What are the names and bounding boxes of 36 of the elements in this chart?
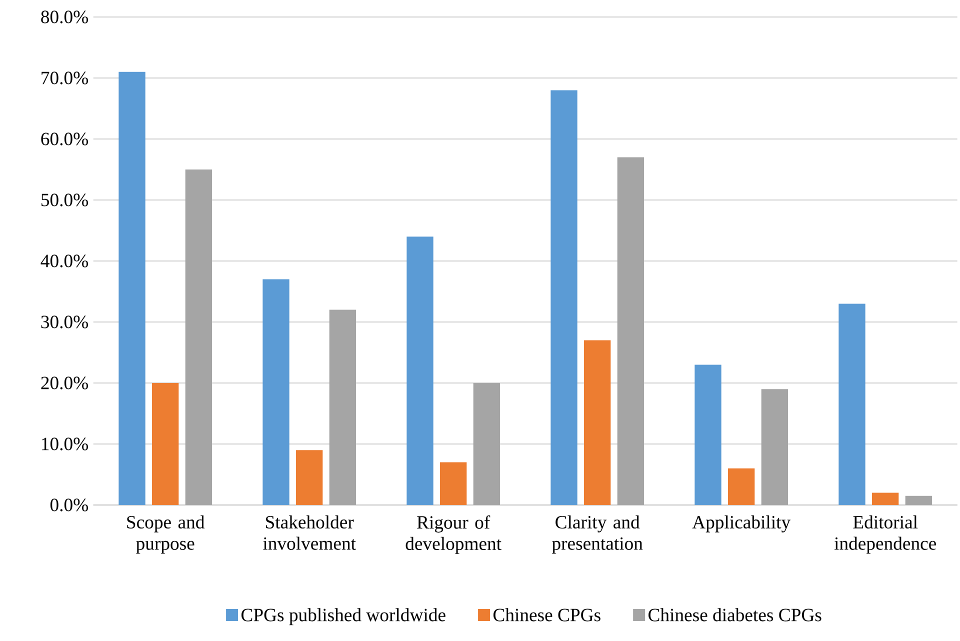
x-tick-label: Rigour of development [406,515,502,554]
bar [617,157,644,505]
y-tick-label: 50.0% [42,194,88,206]
y-tick-label: 80.0% [41,10,88,24]
x-tick-label: Clarity and presentation [552,515,643,554]
bar [440,462,467,505]
y-tick-label: 10.0% [42,438,88,450]
x-tick-label: Stakeholder involvement [263,515,356,550]
y-tick-label: 70.0% [42,72,88,84]
bar [584,340,611,505]
bar [262,279,290,505]
bar [550,90,578,505]
bar [406,236,434,505]
bar [728,468,755,505]
bar [905,496,932,505]
bar [473,382,500,505]
legend-label: Chinese CPGs [493,608,600,622]
bar [118,72,146,505]
bar [329,310,356,505]
legend-label: CPGs published worldwide [241,608,446,626]
y-tick-label: 20.0% [41,376,88,390]
y-tick-label: 40.0% [40,254,88,268]
x-tick-label: Scope and purpose [127,515,205,554]
bar [872,492,899,505]
y-tick-label: 60.0% [41,132,88,146]
x-tick-label: Applicability [692,515,791,532]
x-tick-label: Editorial independence [834,515,936,554]
bar [152,382,179,505]
y-tick-label: 30.0% [41,316,88,328]
bar [694,364,722,505]
y-tick-label: 0.0% [50,498,88,512]
bar [838,304,866,505]
bar [296,450,323,505]
legend-label: Chinese diabetes CPGs [648,608,822,622]
bar [761,389,788,505]
bar [185,169,212,505]
